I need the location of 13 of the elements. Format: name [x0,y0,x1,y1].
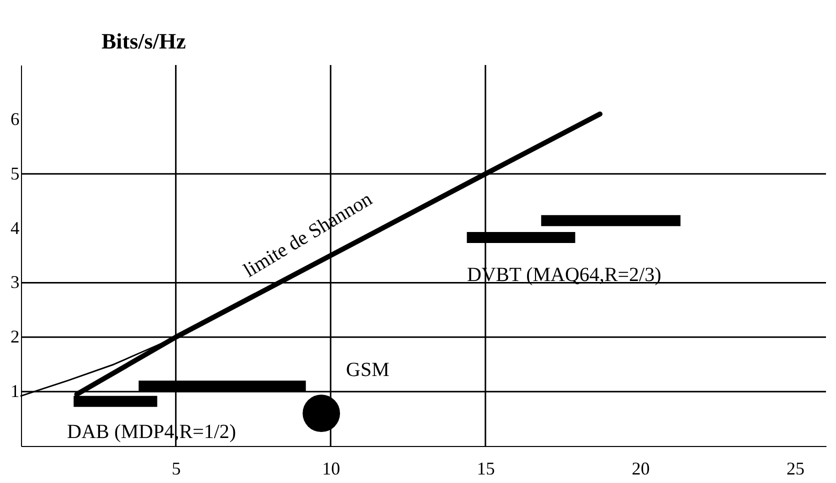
y-tick-label: 6 [10,108,20,129]
y-tick-label: 2 [10,326,20,347]
x-tick-label: 10 [322,458,340,478]
y-axis-title: Bits/s/Hz [102,28,186,54]
y-tick-label: 3 [10,272,20,292]
y-tick-label: 5 [10,163,20,184]
x-tick-label: 5 [172,458,181,478]
x-tick-label: 25 [786,458,805,478]
y-tick-label: 4 [10,218,20,238]
annotation: GSM [346,359,390,381]
y-tick-label: 1 [10,381,20,402]
x-tick-label: 15 [476,458,495,478]
x-tick-label: 20 [632,458,650,478]
